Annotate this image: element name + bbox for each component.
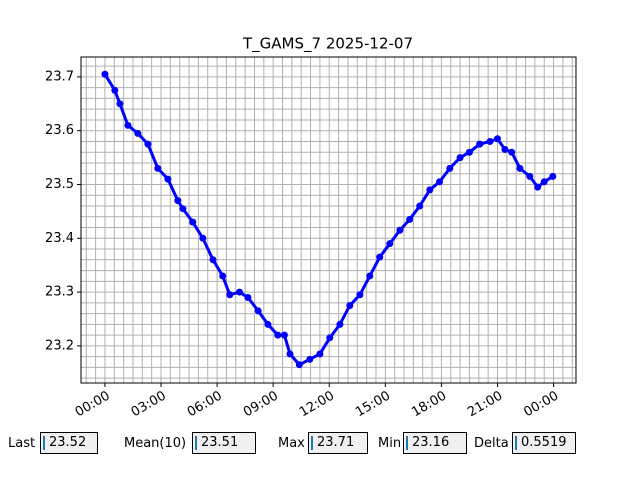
plot-frame <box>80 56 577 384</box>
x-tick-label: 09:00 <box>241 389 281 421</box>
data-point <box>286 350 294 358</box>
data-point <box>396 226 404 234</box>
data-point <box>179 205 187 213</box>
data-point <box>446 164 454 172</box>
data-point <box>174 197 182 205</box>
x-tick-label: 15:00 <box>353 389 393 421</box>
data-point <box>306 355 314 363</box>
x-tick-label: 03:00 <box>129 389 169 421</box>
data-point <box>526 172 534 180</box>
data-point <box>316 350 324 358</box>
data-point <box>154 164 162 172</box>
data-point <box>236 288 244 296</box>
widget-label: Last <box>8 436 36 451</box>
data-point <box>486 137 494 145</box>
data-point <box>346 302 354 310</box>
data-point <box>376 253 384 261</box>
data-point <box>219 272 227 280</box>
data-point <box>465 148 473 156</box>
chart-title: T_GAMS_7 2025-12-07 <box>242 35 413 54</box>
text-box[interactable]: 23.71 <box>308 432 368 454</box>
x-tick-label: 06:00 <box>185 389 225 421</box>
data-point <box>476 140 484 148</box>
text-box[interactable]: 23.52 <box>40 432 98 454</box>
data-point <box>386 240 394 248</box>
data-point <box>264 320 272 328</box>
y-tick-label: 23.4 <box>45 231 74 246</box>
data-point <box>534 183 542 191</box>
text-box[interactable]: 0.5519 <box>512 432 576 454</box>
data-point <box>280 331 288 339</box>
text-box[interactable]: 23.51 <box>192 432 256 454</box>
data-point <box>516 164 524 172</box>
data-point <box>244 293 252 301</box>
x-tick-label: 21:00 <box>465 389 505 421</box>
data-point <box>436 178 444 186</box>
x-tick-label: 18:00 <box>409 389 449 421</box>
data-point <box>336 320 344 328</box>
data-point <box>199 234 207 242</box>
data-point <box>549 172 557 180</box>
data-point <box>101 70 109 78</box>
data-point <box>111 86 119 94</box>
data-point <box>493 135 501 143</box>
data-point <box>326 334 334 342</box>
data-point <box>356 291 364 299</box>
data-point <box>501 146 509 154</box>
chart: T_GAMS_7 2025-12-07 23.2 23.3 23.4 23.5 23.6… <box>45 35 577 421</box>
data-point <box>456 154 464 162</box>
data-point <box>274 331 282 339</box>
widget-label: Mean(10) <box>124 436 187 451</box>
data-point <box>366 272 374 280</box>
data-point <box>254 307 262 315</box>
data-point <box>226 291 234 299</box>
widget-label: Min <box>378 436 402 451</box>
y-tick-label: 23.7 <box>45 69 74 84</box>
y-tick-label: 23.6 <box>45 123 74 138</box>
y-tick-label: 23.2 <box>45 338 74 353</box>
data-point <box>426 186 434 194</box>
data-point <box>295 361 303 369</box>
data-point <box>540 178 548 186</box>
y-tick-label: 23.3 <box>45 285 74 300</box>
x-tick-label: 12:00 <box>297 389 337 421</box>
data-point <box>406 215 414 223</box>
x-tick-label: 00:00 <box>73 389 113 421</box>
data-point <box>164 175 172 183</box>
y-tick-label: 23.5 <box>45 177 74 192</box>
widget-label: Delta <box>474 436 509 451</box>
data-point <box>508 148 516 156</box>
data-point <box>124 121 132 129</box>
text-box[interactable]: 23.16 <box>403 432 467 454</box>
data-point <box>134 129 142 137</box>
data-point <box>144 140 152 148</box>
widget-label: Max <box>278 436 305 451</box>
data-point <box>116 100 124 108</box>
x-tick-label: 00:00 <box>521 389 561 421</box>
data-point <box>209 256 217 264</box>
data-point <box>416 202 424 210</box>
data-point <box>189 218 197 226</box>
